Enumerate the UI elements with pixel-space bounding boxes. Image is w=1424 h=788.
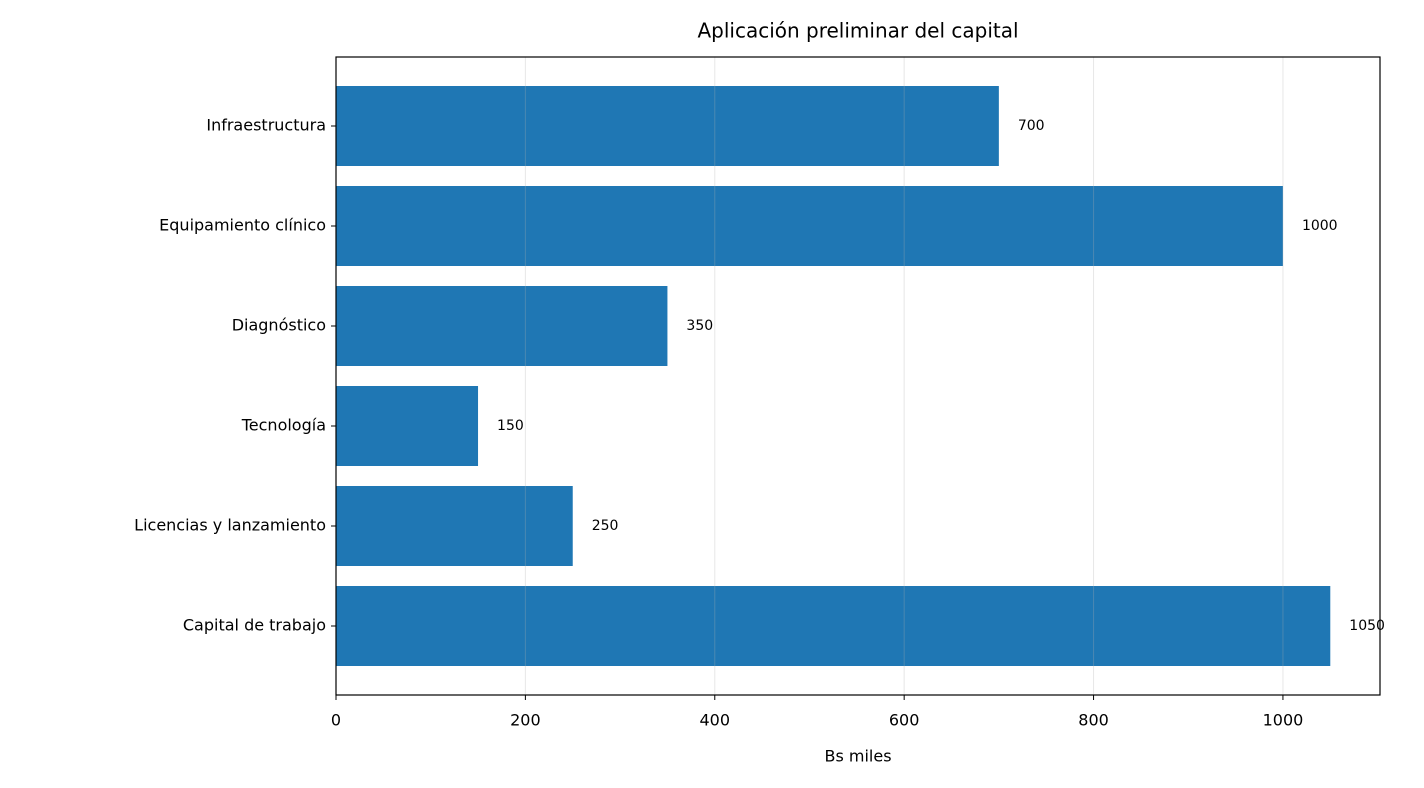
value-label: 1000: [1302, 218, 1338, 234]
value-label: 1050: [1349, 618, 1385, 634]
chart-title: Aplicación preliminar del capital: [697, 19, 1018, 43]
value-label: 700: [1018, 118, 1045, 134]
x-tick-label: 400: [700, 711, 731, 730]
value-label: 250: [592, 518, 619, 534]
bar: [336, 586, 1331, 666]
x-tick-label: 200: [510, 711, 541, 730]
x-tick-label: 600: [889, 711, 920, 730]
y-tick-label: Capital de trabajo: [183, 616, 326, 635]
x-axis-label: Bs miles: [824, 747, 891, 766]
bar: [336, 486, 573, 566]
y-tick-label: Diagnóstico: [232, 316, 326, 335]
bar: [336, 286, 668, 366]
y-tick-label: Tecnología: [241, 416, 326, 435]
x-tick-label: 0: [331, 711, 341, 730]
y-tick-label: Equipamiento clínico: [159, 216, 326, 235]
bar: [336, 186, 1283, 266]
x-tick-label: 800: [1078, 711, 1109, 730]
bar: [336, 86, 999, 166]
x-tick-label: 1000: [1263, 711, 1304, 730]
value-label: 150: [497, 418, 524, 434]
y-tick-label: Infraestructura: [206, 116, 326, 135]
plot-frame: [335, 56, 1381, 696]
y-tick-label: Licencias y lanzamiento: [134, 516, 326, 535]
bar: [336, 386, 479, 466]
value-label: 350: [686, 318, 713, 334]
